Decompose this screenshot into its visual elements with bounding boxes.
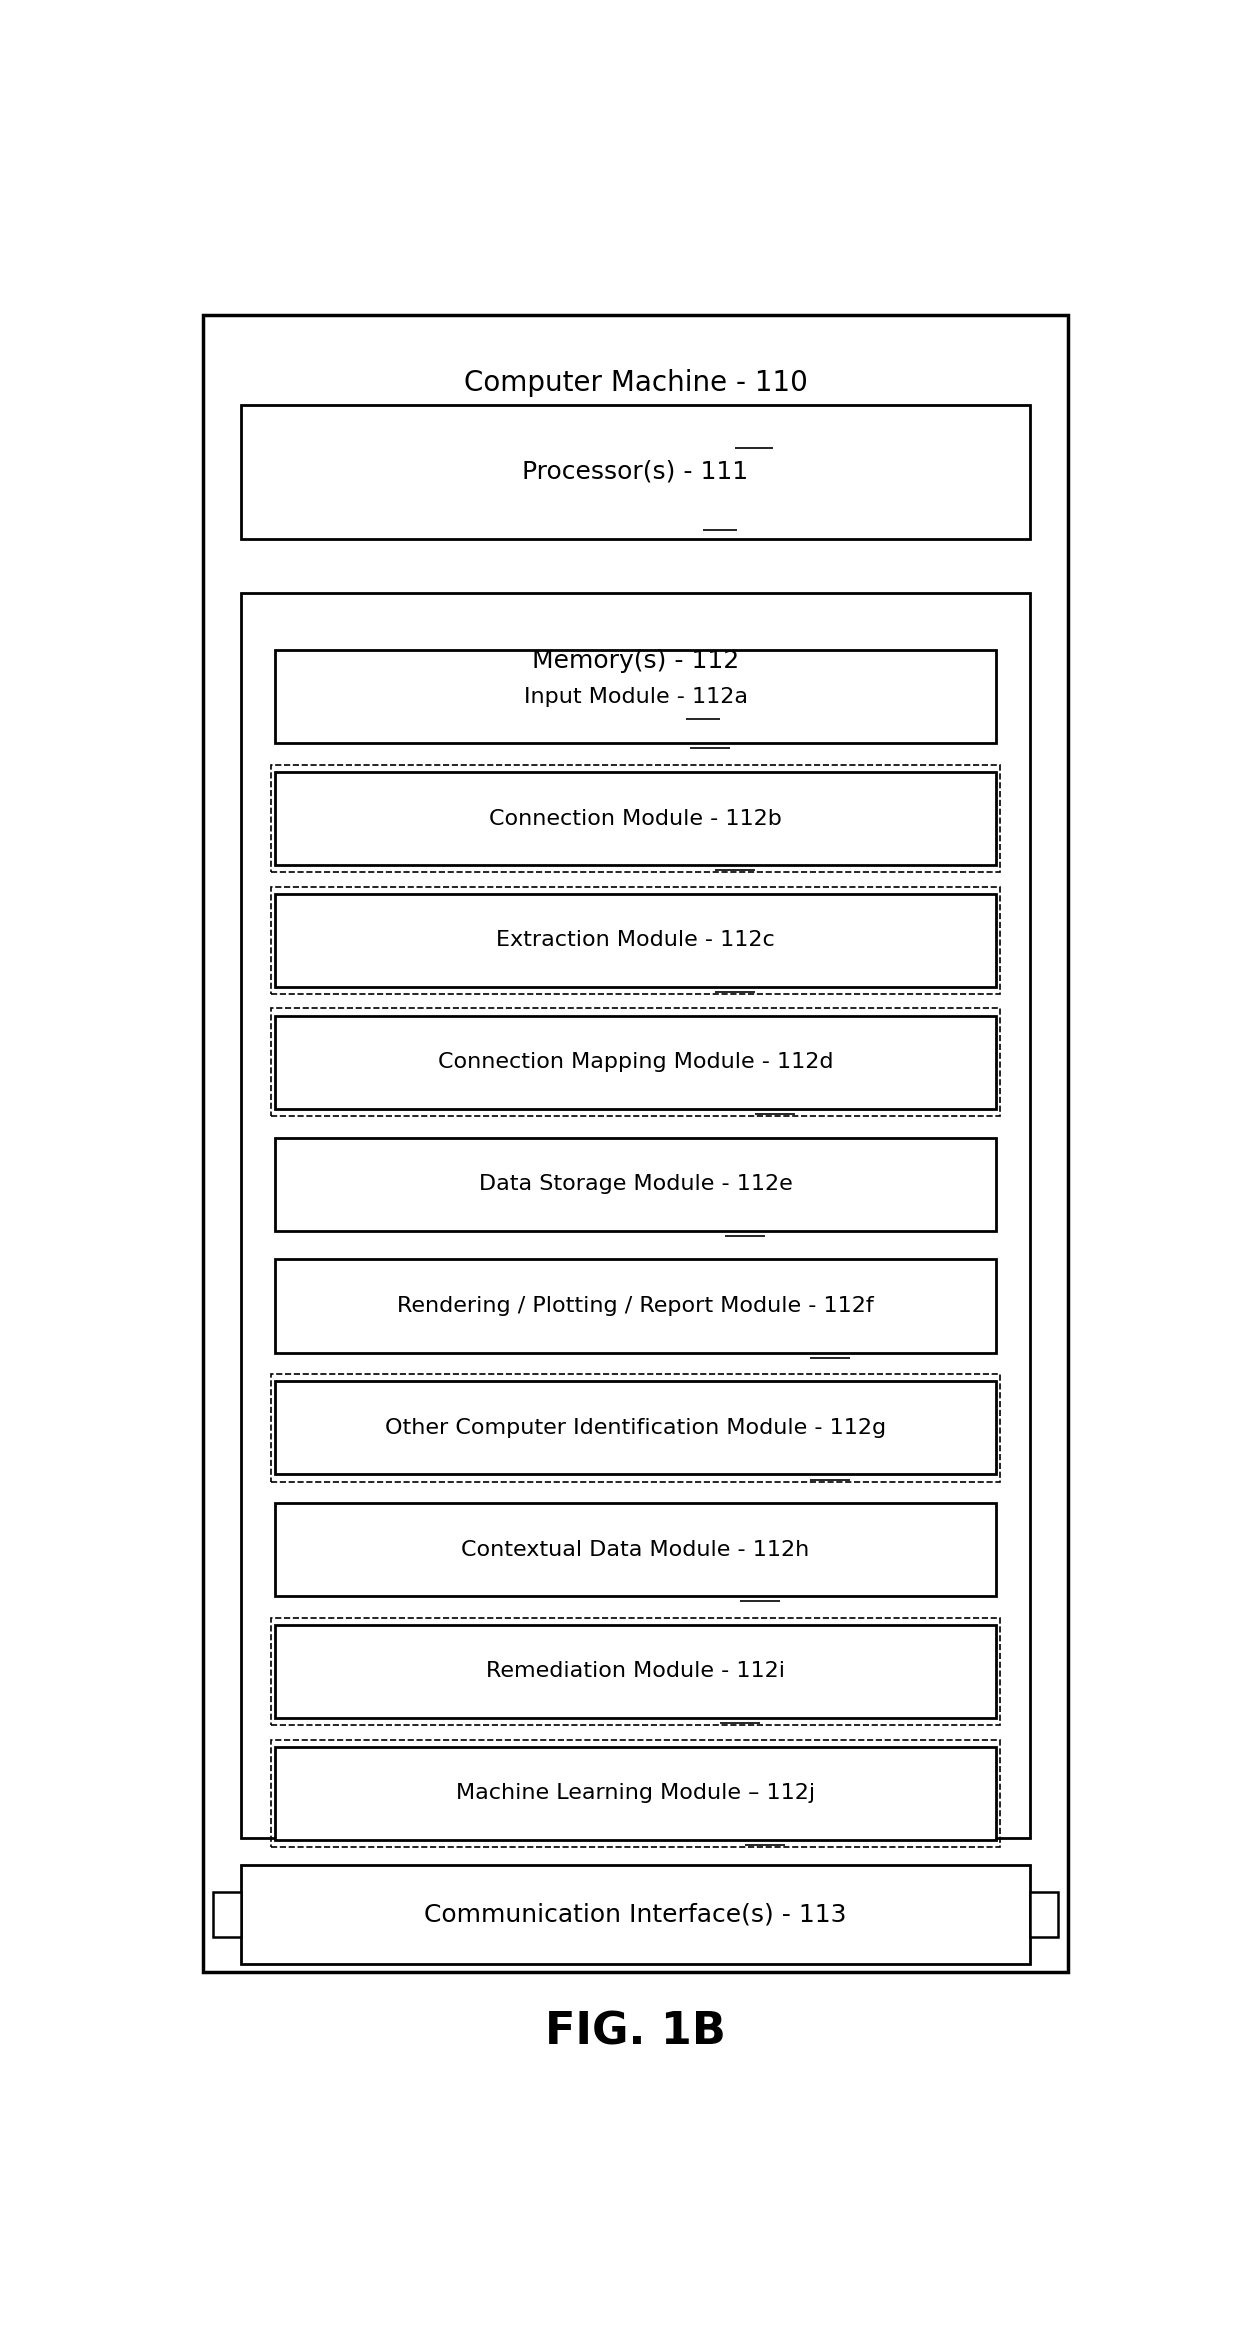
Text: Contextual Data Module - 112h: Contextual Data Module - 112h: [461, 1540, 810, 1559]
Bar: [272, 1008, 999, 1117]
Text: Data Storage Module - 112e: Data Storage Module - 112e: [479, 1175, 792, 1194]
Text: Memory(s) - 112: Memory(s) - 112: [532, 649, 739, 673]
Bar: [242, 405, 1029, 540]
Text: Connection Mapping Module - 112d: Connection Mapping Module - 112d: [438, 1052, 833, 1073]
Bar: [272, 1617, 999, 1724]
Bar: [275, 1624, 996, 1717]
Bar: [275, 649, 996, 742]
Bar: [275, 1748, 996, 1841]
Text: Communication Interface(s) - 113: Communication Interface(s) - 113: [424, 1901, 847, 1927]
Bar: [272, 766, 999, 873]
Bar: [1029, 1892, 1058, 1936]
Text: Rendering / Plotting / Report Module - 112f: Rendering / Plotting / Report Module - 1…: [397, 1296, 874, 1317]
Bar: [275, 1138, 996, 1231]
Text: Computer Machine - 110: Computer Machine - 110: [464, 370, 807, 398]
Bar: [242, 593, 1029, 1838]
Text: Other Computer Identification Module - 112g: Other Computer Identification Module - 1…: [384, 1417, 887, 1438]
Text: FIG. 1B: FIG. 1B: [546, 2011, 725, 2052]
Text: Remediation Module - 112i: Remediation Module - 112i: [486, 1661, 785, 1682]
Bar: [275, 1382, 996, 1475]
Text: Connection Module - 112b: Connection Module - 112b: [489, 807, 782, 828]
Bar: [275, 1503, 996, 1596]
Bar: [275, 894, 996, 987]
Bar: [272, 1741, 999, 1848]
Bar: [272, 887, 999, 994]
Bar: [272, 1373, 999, 1482]
Bar: [275, 773, 996, 866]
Text: Input Module - 112a: Input Module - 112a: [523, 686, 748, 707]
Bar: [213, 1892, 242, 1936]
Bar: [242, 1864, 1029, 1964]
Bar: [275, 1259, 996, 1352]
Text: Extraction Module - 112c: Extraction Module - 112c: [496, 931, 775, 949]
Text: Machine Learning Module – 112j: Machine Learning Module – 112j: [456, 1782, 815, 1803]
Bar: [275, 1015, 996, 1110]
Text: Processor(s) - 111: Processor(s) - 111: [522, 461, 749, 484]
